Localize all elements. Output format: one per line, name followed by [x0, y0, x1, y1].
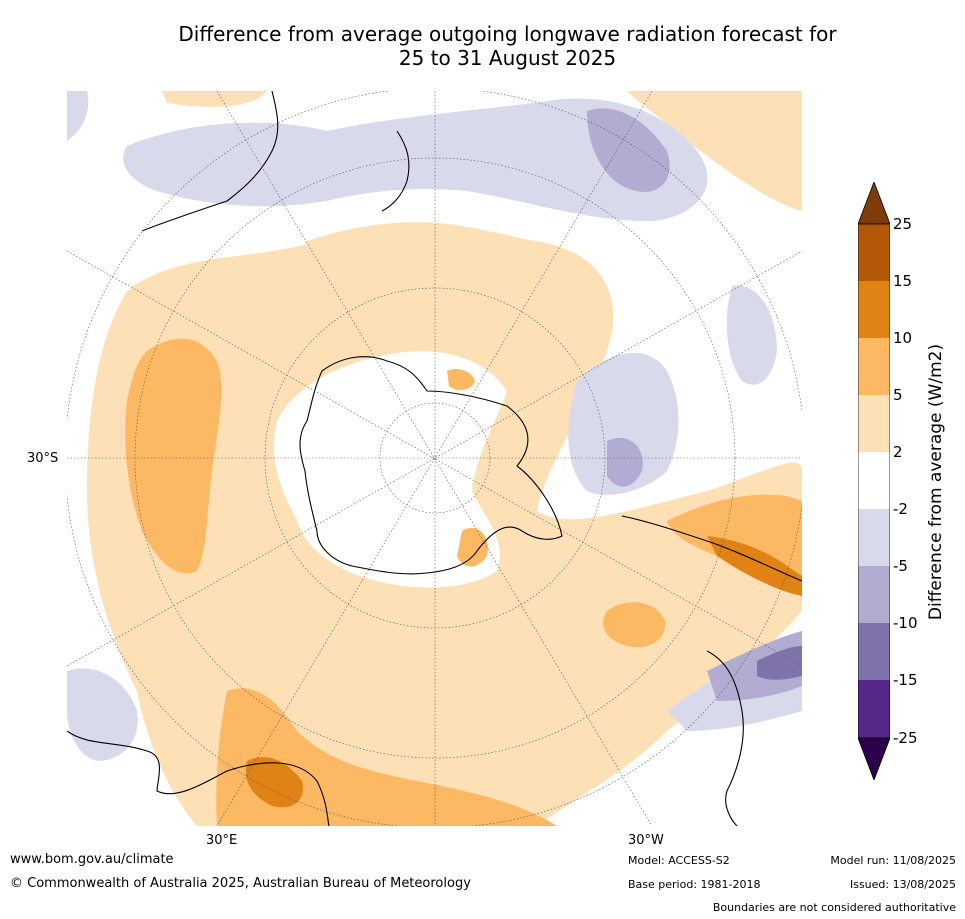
- colorbar-band-5-10: [858, 338, 890, 395]
- colorbar-tick-15: 15: [893, 272, 913, 290]
- anomaly-pos-small2: [447, 369, 475, 391]
- base-period: Base period: 1981-2018: [628, 878, 761, 891]
- south-america-coastline: [621, 515, 802, 582]
- colorbar-tick-neg15: -15: [893, 671, 918, 689]
- anomaly-neg-east: [568, 352, 679, 495]
- anomaly-pos-west: [125, 338, 222, 574]
- longitude-label-30e: 30°E: [206, 833, 238, 848]
- colorbar-band-neg2-neg5: [858, 509, 890, 566]
- colorbar-graphic: [857, 180, 891, 782]
- colorbar-band-2-5: [858, 395, 890, 452]
- anomaly-pos-small1: [603, 602, 666, 648]
- colorbar-band-neutral: [858, 452, 890, 509]
- anomaly-pos2-right: [707, 536, 802, 596]
- anomaly-neg2-east: [607, 437, 643, 487]
- polar-map: [67, 91, 802, 826]
- anomaly-ring-2-5: [87, 229, 802, 826]
- website-link[interactable]: www.bom.gov.au/climate: [10, 852, 174, 867]
- colorbar-band-neg5-neg10: [858, 566, 890, 623]
- anomaly-pos-small3: [457, 527, 488, 567]
- new-zealand-coastline: [381, 130, 410, 212]
- model-run-date: Model run: 11/08/2025: [830, 854, 956, 867]
- graticule: [67, 91, 802, 826]
- colorbar-band-neg15-neg25: [858, 680, 890, 738]
- map-title: Difference from average outgoing longwav…: [0, 22, 965, 70]
- antarctica-coastline: [299, 356, 563, 575]
- colorbar-band-neg10-neg15: [858, 623, 890, 680]
- colorbar-tick-2: 2: [893, 443, 903, 461]
- issued-date: Issued: 13/08/2025: [849, 878, 956, 891]
- longitude-label-30w: 30°W: [628, 833, 664, 848]
- colorbar-tick-neg25: -25: [893, 729, 918, 747]
- model-name: Model: ACCESS-S2: [628, 854, 730, 867]
- anomaly-neg3-southeast: [757, 646, 802, 680]
- colorbar: [857, 180, 891, 782]
- anomaly-top-strip: [162, 91, 267, 107]
- anomaly-pos2-south: [245, 757, 303, 808]
- south-america-coastline-2: [706, 650, 744, 826]
- anomaly-neg2-southeast: [707, 631, 802, 701]
- anomaly-neg-west: [67, 668, 138, 761]
- colorbar-band-10-15: [858, 281, 890, 338]
- title-line-1: Difference from average outgoing longwav…: [178, 22, 837, 46]
- colorbar-extend-bottom: [857, 737, 891, 782]
- anomaly-neg2-north: [587, 108, 670, 192]
- australia-coastline: [141, 91, 279, 232]
- africa-coastline: [67, 730, 330, 826]
- colorbar-tick-5: 5: [893, 386, 903, 404]
- colorbar-band-15-25: [858, 224, 890, 281]
- colorbar-tick-25: 25: [893, 215, 913, 233]
- colorbar-tick-neg10: -10: [893, 614, 918, 632]
- colorbar-extend-top: [857, 180, 891, 225]
- title-line-2: 25 to 31 August 2025: [398, 46, 617, 70]
- boundary-disclaimer: Boundaries are not considered authoritat…: [712, 901, 956, 914]
- colorbar-tick-10: 10: [893, 329, 913, 347]
- anomaly-neg-north: [123, 98, 708, 221]
- colorbar-title: Difference from average (W/m2): [926, 343, 946, 621]
- latitude-label-30s: 30°S: [27, 451, 59, 466]
- anomaly-top-right: [627, 91, 802, 211]
- anomaly-neg-east2: [726, 285, 777, 385]
- anomaly-neg-topleft: [67, 91, 89, 141]
- copyright-text: © Commonwealth of Australia 2025, Austra…: [10, 876, 471, 891]
- map-canvas: [67, 91, 802, 826]
- colorbar-tick-neg5: -5: [893, 557, 908, 575]
- colorbar-tick-neg2: -2: [893, 500, 908, 518]
- anomaly-band-north: [304, 222, 587, 331]
